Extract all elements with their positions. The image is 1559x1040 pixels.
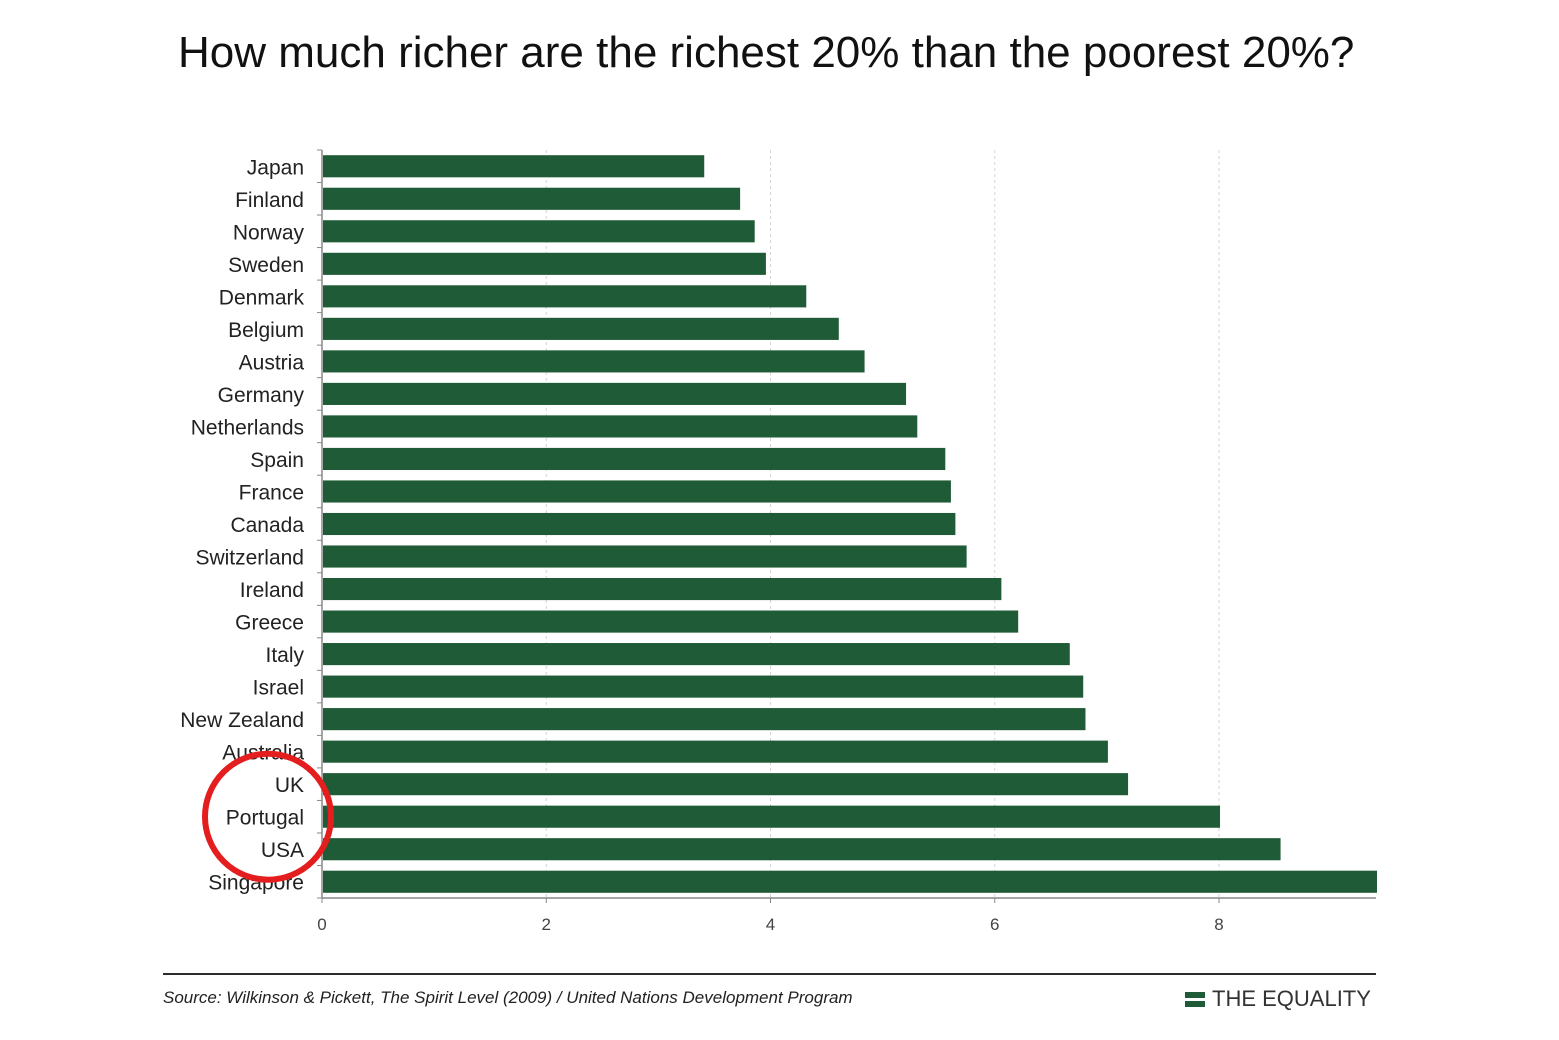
- bar-chart: Japan Finland Norway Sweden Denmark Belgium Au…: [180, 149, 1377, 934]
- category-label-france: France: [239, 481, 304, 504]
- category-label-usa: USA: [261, 839, 304, 862]
- chart-title: How much richer are the richest 20% than…: [178, 28, 1355, 77]
- bar-belgium: [323, 317, 839, 340]
- category-label-netherlands: Netherlands: [191, 416, 304, 439]
- category-label-new-zealand: New Zealand: [180, 709, 304, 732]
- source-note: Source: Wilkinson & Pickett, The Spirit …: [163, 988, 853, 1007]
- category-label-uk: UK: [275, 774, 304, 797]
- bar-spain: [323, 447, 946, 471]
- highlight-circle: [202, 750, 334, 883]
- bar-israel: [323, 675, 1084, 698]
- x-tick-label-6: 6: [990, 915, 999, 934]
- x-tick-label-8: 8: [1214, 915, 1223, 934]
- category-label-israel: Israel: [253, 677, 304, 700]
- bar-singapore: [323, 870, 1377, 893]
- category-label-denmark: Denmark: [219, 286, 305, 309]
- brand-equals-icon: [1185, 990, 1205, 1008]
- x-tick-label-0: 0: [317, 915, 326, 934]
- category-label-portugal: Portugal: [226, 807, 304, 830]
- bar-denmark: [323, 285, 807, 308]
- category-label-canada: Canada: [230, 514, 304, 537]
- bar-france: [323, 480, 951, 503]
- x-tick-label-2: 2: [542, 915, 551, 934]
- bar-finland: [323, 187, 741, 210]
- category-label-finland: Finland: [235, 189, 304, 212]
- bar-australia: [323, 740, 1108, 763]
- bar-portugal: [323, 805, 1221, 828]
- category-label-sweden: Sweden: [228, 254, 304, 277]
- bar-japan: [323, 155, 705, 178]
- bar-italy: [323, 643, 1070, 666]
- category-label-ireland: Ireland: [240, 579, 304, 602]
- bar-new-zealand: [323, 708, 1086, 731]
- category-label-spain: Spain: [250, 449, 304, 472]
- bar-austria: [323, 350, 865, 373]
- category-label-norway: Norway: [233, 221, 305, 244]
- category-label-japan: Japan: [247, 156, 304, 179]
- category-label-greece: Greece: [235, 612, 304, 635]
- category-label-austria: Austria: [239, 351, 305, 374]
- category-label-italy: Italy: [265, 644, 304, 667]
- bar-greece: [323, 610, 1019, 633]
- category-label-germany: Germany: [218, 384, 305, 407]
- bar-germany: [323, 382, 907, 405]
- bar-uk: [323, 773, 1129, 796]
- brand-name: THE EQUALITY: [1212, 986, 1371, 1011]
- bar-norway: [323, 220, 755, 243]
- bar-canada: [323, 512, 956, 536]
- category-label-belgium: Belgium: [228, 319, 304, 342]
- bar-netherlands: [323, 415, 918, 438]
- bar-sweden: [323, 252, 766, 275]
- bar-usa: [323, 838, 1281, 861]
- bar-switzerland: [323, 545, 967, 568]
- x-tick-label-4: 4: [766, 915, 775, 934]
- footer-divider: [163, 973, 1376, 975]
- category-label-switzerland: Switzerland: [195, 547, 304, 570]
- bar-ireland: [323, 577, 1002, 601]
- brand-logo: THE EQUALITY: [1185, 986, 1371, 1012]
